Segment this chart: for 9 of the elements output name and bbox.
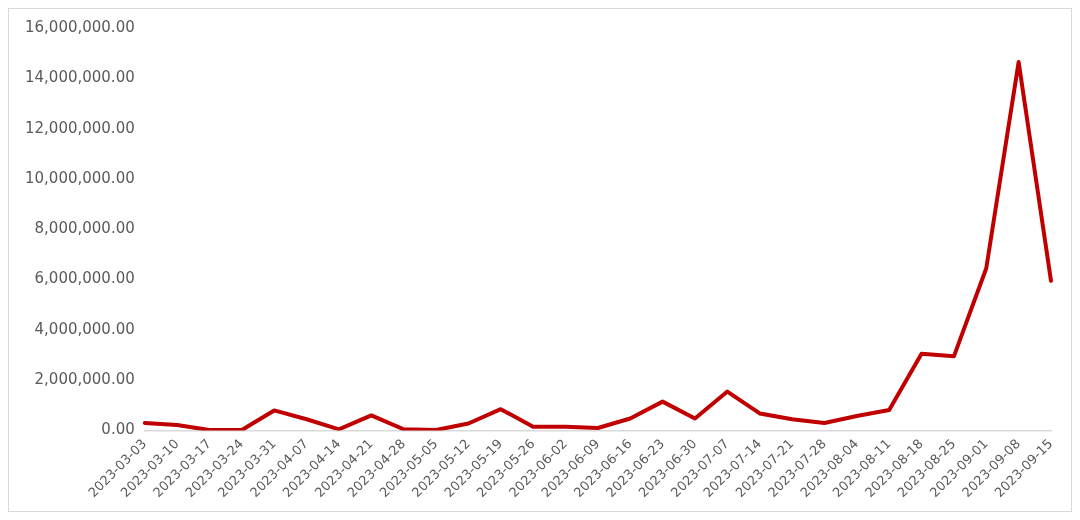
y-tick-label: 4,000,000.00 bbox=[34, 319, 135, 338]
y-tick-label: 14,000,000.00 bbox=[24, 68, 135, 87]
y-tick-label: 0.00 bbox=[101, 420, 135, 439]
y-tick-label: 2,000,000.00 bbox=[34, 370, 135, 389]
y-tick-label: 8,000,000.00 bbox=[34, 219, 135, 238]
y-tick-label: 10,000,000.00 bbox=[24, 168, 135, 187]
y-tick-label: 12,000,000.00 bbox=[24, 118, 135, 137]
y-tick-label: 16,000,000.00 bbox=[24, 17, 135, 36]
y-tick-label: 6,000,000.00 bbox=[34, 269, 135, 288]
